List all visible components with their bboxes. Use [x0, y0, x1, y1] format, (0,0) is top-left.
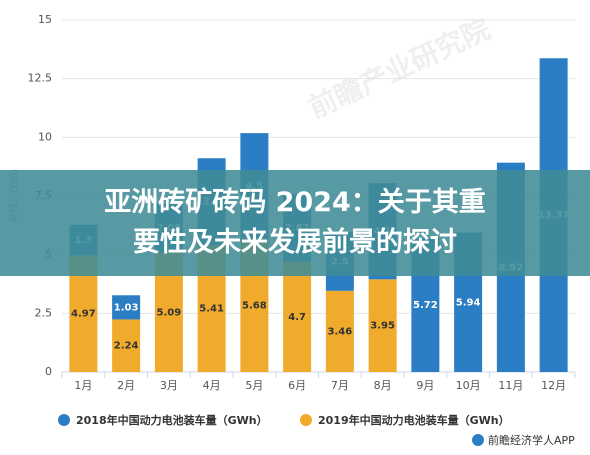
data-label: 5.94: [456, 297, 481, 308]
x-tick-label: 4月: [203, 379, 221, 392]
y-tick-label: 2.5: [35, 306, 53, 319]
legend-marker: [58, 414, 70, 426]
x-tick-label: 11月: [498, 379, 523, 392]
data-label: 5.09: [157, 307, 182, 318]
bar-segment: [368, 279, 397, 372]
y-tick-label: 0: [45, 365, 52, 378]
y-tick-label: 10: [38, 130, 52, 143]
data-label: 3.46: [328, 326, 353, 337]
data-label: 3.95: [370, 321, 395, 332]
x-tick-label: 9月: [416, 379, 434, 392]
x-tick-label: 8月: [374, 379, 392, 392]
x-tick-label: 3月: [160, 379, 178, 392]
x-tick-label: 5月: [245, 379, 263, 392]
bar-segment: [112, 295, 141, 320]
data-label: 4.97: [71, 309, 96, 320]
data-label: 1.03: [114, 302, 139, 313]
x-tick-label: 10月: [456, 379, 481, 392]
x-tick-label: 6月: [288, 379, 306, 392]
x-tick-label: 7月: [331, 379, 349, 392]
source-icon: [472, 434, 484, 446]
data-label: 2.24: [114, 341, 139, 352]
x-tick-label: 2月: [117, 379, 135, 392]
data-label: 5.41: [199, 304, 224, 315]
overlay-title: 要性及未来发展前景的探讨: [133, 227, 457, 258]
data-label: 5.68: [242, 300, 267, 311]
x-tick-label: 12月: [541, 379, 566, 392]
overlay-title: 亚洲砖矿砖码 2024：关于其重: [104, 187, 486, 218]
data-label: 4.7: [288, 312, 306, 323]
watermark: 前瞻产业研究院: [304, 12, 496, 125]
overlay-banner: 亚洲砖矿砖码 2024：关于其重 要性及未来发展前景的探讨: [0, 170, 590, 276]
legend-label: 2019年中国动力电池装车量（GWh）: [318, 413, 510, 427]
y-tick-label: 15: [38, 13, 52, 26]
x-tick-label: 1月: [74, 379, 92, 392]
legend-marker: [300, 414, 312, 426]
bar-segment: [112, 319, 141, 372]
data-label: 5.72: [413, 300, 438, 311]
bar-segment: [283, 261, 312, 372]
legend-label: 2018年中国动力电池装车量（GWh）: [76, 413, 268, 427]
bar-segment: [325, 290, 354, 372]
source: 前瞻经济学人APP: [488, 433, 575, 447]
y-tick-label: 12.5: [28, 72, 53, 85]
